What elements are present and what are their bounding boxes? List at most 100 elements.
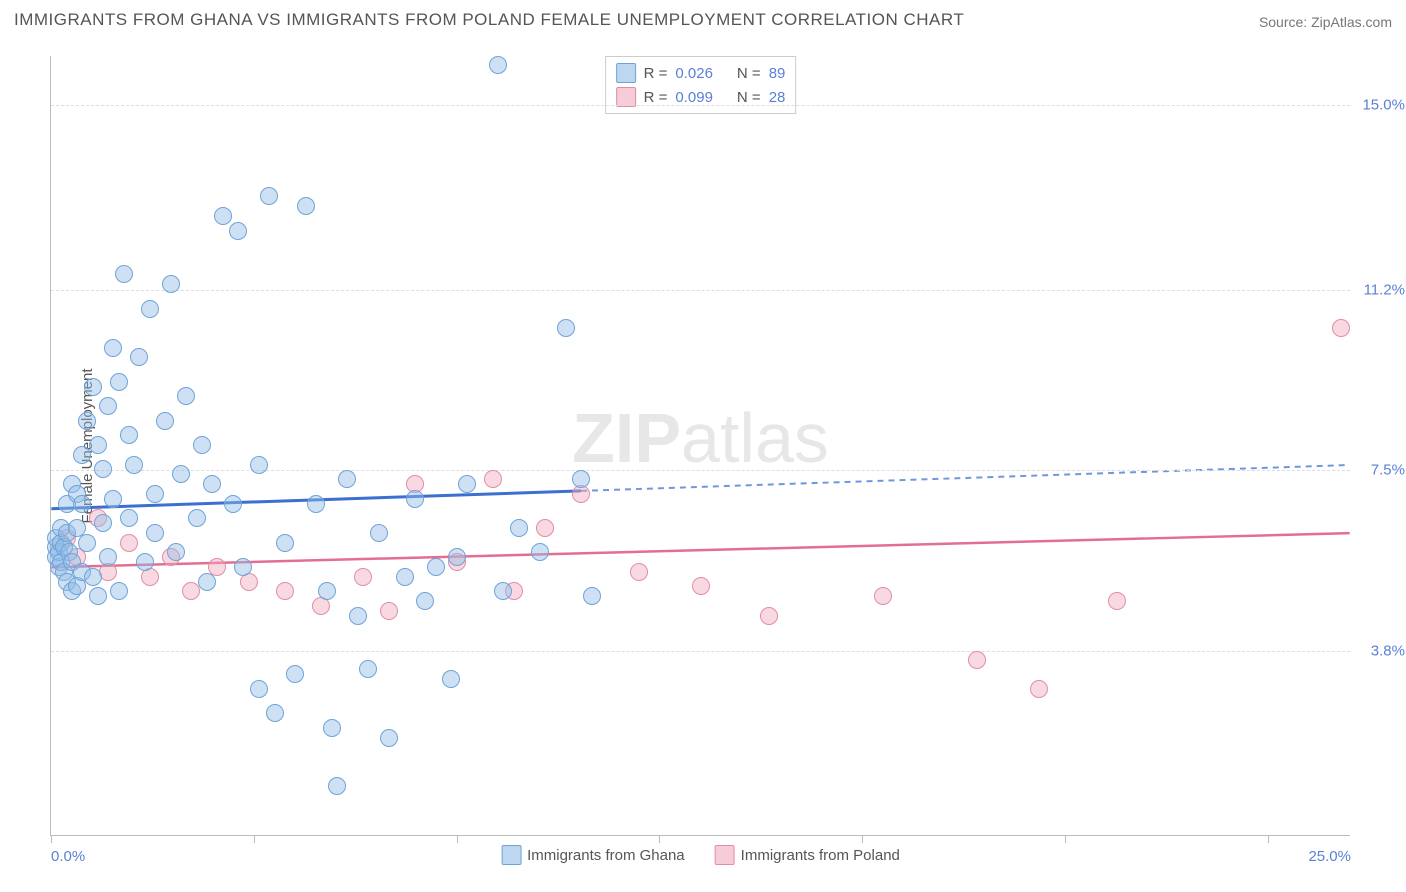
ghana-point [146,524,164,542]
ghana-point [323,719,341,737]
ghana-point [406,490,424,508]
ghana-point [349,607,367,625]
ghana-point [266,704,284,722]
x-tick-label: 0.0% [51,848,85,865]
ghana-point [229,222,247,240]
poland-point [1332,319,1350,337]
poland-point [484,470,502,488]
plot-area: ZIPatlas R = 0.026 N = 89 R = 0.099 N = … [50,56,1350,836]
ghana-point [286,665,304,683]
x-tick [1268,835,1269,843]
ghana-point [318,582,336,600]
n-label: N = [737,89,761,106]
poland-point [1108,592,1126,610]
ghana-point [458,475,476,493]
y-tick-label: 11.2% [1364,282,1405,299]
source-attribution: Source: ZipAtlas.com [1259,14,1392,30]
ghana-point [297,197,315,215]
ghana-point [188,509,206,527]
ghana-point [427,558,445,576]
ghana-point [110,582,128,600]
x-tick [659,835,660,843]
watermark: ZIPatlas [572,398,829,478]
ghana-point [141,300,159,318]
ghana-point [234,558,252,576]
ghana-point [250,456,268,474]
ghana-point [307,495,325,513]
ghana-point [370,524,388,542]
ghana-point [104,339,122,357]
x-tick [862,835,863,843]
ghana-n-value: 89 [769,65,786,82]
ghana-point [125,456,143,474]
ghana-point [94,460,112,478]
series-legend: Immigrants from Ghana Immigrants from Po… [501,845,900,865]
ghana-point [203,475,221,493]
ghana-point [583,587,601,605]
source-label: Source: [1259,14,1307,30]
ghana-point [442,670,460,688]
ghana-point [276,534,294,552]
ghana-point [120,509,138,527]
ghana-point [84,568,102,586]
ghana-point [198,573,216,591]
trend-lines [51,56,1350,835]
ghana-point [396,568,414,586]
poland-point [1030,680,1048,698]
correlation-chart: IMMIGRANTS FROM GHANA VS IMMIGRANTS FROM… [0,0,1406,892]
ghana-r-value: 0.026 [675,65,713,82]
ghana-point [156,412,174,430]
ghana-point [338,470,356,488]
x-tick [51,835,52,843]
ghana-point [448,548,466,566]
poland-legend-label: Immigrants from Poland [741,847,900,864]
ghana-point [110,373,128,391]
ghana-point [136,553,154,571]
poland-n-value: 28 [769,89,786,106]
poland-swatch-icon [715,845,735,865]
ghana-point [162,275,180,293]
ghana-point [89,436,107,454]
legend-row-ghana: R = 0.026 N = 89 [616,61,786,85]
ghana-point [146,485,164,503]
ghana-point [557,319,575,337]
ghana-point [104,490,122,508]
ghana-point [167,543,185,561]
y-tick-label: 15.0% [1362,96,1405,113]
ghana-point [89,587,107,605]
ghana-point [94,514,112,532]
ghana-point [572,470,590,488]
poland-point [276,582,294,600]
ghana-point [214,207,232,225]
legend-item-ghana: Immigrants from Ghana [501,845,685,865]
legend-item-poland: Immigrants from Poland [715,845,900,865]
ghana-point [260,187,278,205]
r-label: R = [644,65,668,82]
ghana-point [359,660,377,678]
ghana-point [224,495,242,513]
poland-point [968,651,986,669]
source-name: ZipAtlas.com [1311,14,1392,30]
ghana-point [78,412,96,430]
ghana-point [380,729,398,747]
poland-point [354,568,372,586]
ghana-point [328,777,346,795]
ghana-point [99,397,117,415]
ghana-point [120,426,138,444]
gridline [51,290,1350,291]
ghana-point [510,519,528,537]
poland-point [380,602,398,620]
x-tick [1065,835,1066,843]
ghana-legend-label: Immigrants from Ghana [527,847,685,864]
ghana-swatch-icon [616,63,636,83]
y-tick-label: 7.5% [1371,462,1405,479]
ghana-point [73,495,91,513]
poland-point [120,534,138,552]
poland-point [760,607,778,625]
ghana-swatch-icon [501,845,521,865]
ghana-point [250,680,268,698]
x-tick-label: 25.0% [1308,848,1351,865]
ghana-point [416,592,434,610]
ghana-point [78,534,96,552]
ghana-point [494,582,512,600]
